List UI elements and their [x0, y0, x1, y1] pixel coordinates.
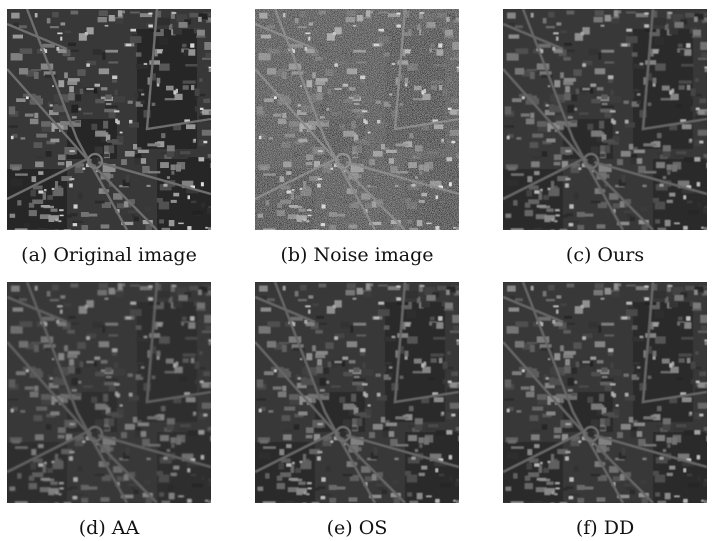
aerial-texture	[7, 9, 211, 230]
aerial-texture	[503, 282, 707, 503]
satellite-image-os	[255, 282, 459, 503]
aerial-texture	[503, 9, 707, 230]
satellite-image-noise	[255, 9, 459, 230]
panel-aa: (d) AA	[7, 282, 211, 503]
caption-original: (a) Original image	[0, 244, 231, 266]
satellite-image-ours	[503, 9, 707, 230]
caption-os: (e) OS	[235, 517, 479, 539]
satellite-image-original	[7, 9, 211, 230]
panel-dd: (f) DD	[503, 282, 707, 503]
panel-noise: (b) Noise image	[255, 9, 459, 230]
caption-ours: (c) Ours	[483, 244, 720, 266]
aerial-texture	[7, 282, 211, 503]
caption-aa: (d) AA	[0, 517, 231, 539]
panel-os: (e) OS	[255, 282, 459, 503]
satellite-image-aa	[7, 282, 211, 503]
satellite-image-dd	[503, 282, 707, 503]
aerial-texture	[255, 9, 459, 230]
caption-dd: (f) DD	[483, 517, 720, 539]
caption-noise: (b) Noise image	[235, 244, 479, 266]
panel-ours: (c) Ours	[503, 9, 707, 230]
aerial-texture	[255, 282, 459, 503]
panel-original: (a) Original image	[7, 9, 211, 230]
